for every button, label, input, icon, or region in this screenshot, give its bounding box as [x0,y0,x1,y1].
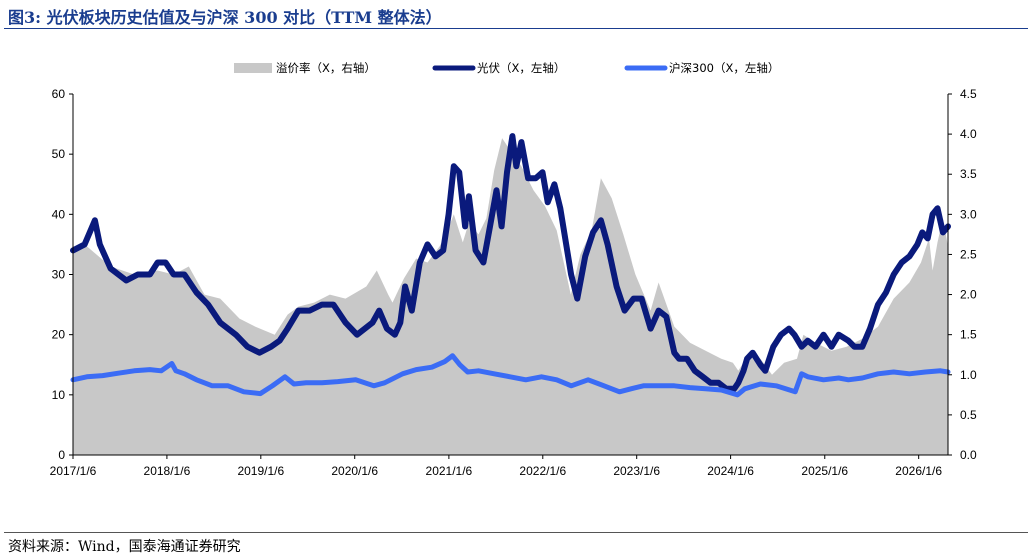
y-right-tick-label: 0.0 [960,448,977,462]
y-left-tick-label: 40 [52,207,66,221]
y-right-tick-label: 4.5 [960,87,977,101]
pv-line [70,133,951,392]
source-note: 资料来源：Wind，国泰海通证券研究 [8,539,241,555]
legend-label: 沪深300（X，左轴） [669,61,779,75]
y-right-tick-label: 4.0 [960,127,977,141]
legend-label: 溢价率（X，右轴） [276,61,376,75]
title-rule [4,28,1028,29]
y-right-tick-label: 1.0 [960,368,977,382]
y-left-tick-label: 50 [52,147,66,161]
x-tick-label: 2025/1/6 [801,464,848,478]
x-tick-label: 2018/1/6 [144,464,191,478]
axis-layer: 0 10 20 30 40 50 60 0.0 0.5 1.0 1.5 2.0 2.5 3.0 3.5 4.0… [50,87,977,478]
legend-label: 光伏（X，左轴） [477,61,565,75]
x-tick-label: 2019/1/6 [237,464,284,478]
y-left-tick-label: 0 [58,448,65,462]
y-right-tick-label: 3.5 [960,167,977,181]
legend: 溢价率（X，右轴） 光伏（X，左轴） 沪深300（X，左轴） [234,61,779,75]
y-right-tick-label: 2.0 [960,288,977,302]
valuation-chart: 0 10 20 30 40 50 60 0.0 0.5 1.0 1.5 2.0 2.5 3.0 3.5 4.0… [50,61,977,478]
x-tick-label: 2026/1/6 [895,464,942,478]
x-tick-label: 2017/1/6 [50,464,97,478]
premium-area-layer [73,138,948,455]
y-left-tick-label: 20 [52,328,66,342]
y-left-tick-label: 60 [52,87,66,101]
x-tick-label: 2022/1/6 [519,464,566,478]
x-tick-label: 2020/1/6 [331,464,378,478]
x-tick-label: 2024/1/6 [707,464,754,478]
y-right-tick-label: 1.5 [960,328,977,342]
y-right-tick-label: 3.0 [960,207,977,221]
legend-swatch-premium [234,63,272,73]
x-tick-label: 2021/1/6 [426,464,473,478]
series-line-layer [70,133,951,398]
y-right-tick-label: 0.5 [960,408,977,422]
y-right-tick-label: 2.5 [960,247,977,261]
x-tick-label: 2023/1/6 [613,464,660,478]
y-left-tick-label: 10 [52,388,66,402]
premium-area [73,138,948,455]
figure-title: 图3: 光伏板块历史估值及与沪深 300 对比（TTM 整体法） [8,8,442,27]
hs300-line [70,353,951,398]
y-left-tick-label: 30 [52,268,66,282]
footer-rule [4,532,1028,533]
